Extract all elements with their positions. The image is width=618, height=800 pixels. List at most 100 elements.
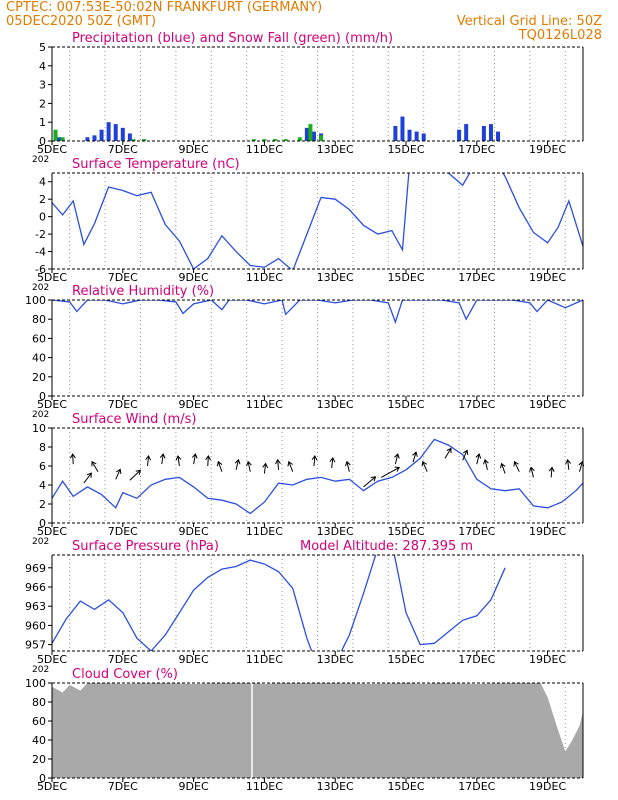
snow-bar [60, 137, 65, 141]
x-tick-label: 15DEC [387, 143, 424, 156]
series-line [52, 300, 583, 325]
panel-3: 0 2 4 6 8 10 5DEC 7DEC 9DEC 11DEC 13DEC 15DEC 17DEC 1… [32, 412, 585, 547]
x-tick-label: 9DEC [179, 653, 209, 666]
x-tick-label: 13DEC [317, 398, 354, 411]
y-tick-label: 6 [39, 460, 46, 473]
precip-bar [400, 116, 405, 141]
x-tick-label: 11DEC [246, 398, 283, 411]
y-tick-label: -2 [35, 228, 46, 241]
header-model-code: TQ0126L028 [518, 28, 602, 43]
x-tick-label: 7DEC [108, 653, 138, 666]
x-tick-label: 11DEC [246, 525, 283, 538]
x-tick-label: 5DEC [37, 398, 67, 411]
precip-bar [304, 127, 309, 141]
precip-bar [311, 131, 316, 141]
wind-arrow [329, 456, 336, 468]
y-tick-label: 5 [39, 41, 46, 54]
wind-arrow [287, 460, 294, 472]
x-year-stub: 202 [32, 410, 49, 420]
wind-arrow [83, 472, 92, 484]
x-tick-label: 9DEC [179, 398, 209, 411]
y-tick-label: 957 [25, 639, 46, 652]
wind-arrow [475, 453, 482, 465]
panel-5: 0 20 40 60 80 100 5DEC 7DEC 9DEC 11DEC 13DEC 15DEC 1… [25, 667, 584, 793]
panel-title: Surface Wind (m/s) [72, 412, 196, 427]
wind-arrow [394, 453, 400, 465]
wind-arrow [234, 458, 241, 470]
precip-bar [496, 131, 501, 141]
wind-arrow [115, 468, 122, 480]
wind-arrow [129, 469, 142, 481]
wind-arrow [191, 453, 198, 465]
panel-title: Precipitation (blue) and Snow Fall (gree… [72, 31, 393, 46]
x-tick-label: 19DEC [529, 653, 566, 666]
precip-bar [414, 131, 419, 141]
x-tick-label: 15DEC [387, 525, 424, 538]
x-tick-label: 15DEC [387, 780, 424, 793]
precip-bar [457, 129, 462, 141]
snow-bar [283, 139, 288, 141]
x-tick-label: 7DEC [108, 143, 138, 156]
y-tick-label: -4 [35, 246, 46, 259]
precip-bar [464, 124, 469, 141]
precip-bar [407, 129, 412, 141]
wind-arrow [205, 455, 212, 467]
header-grid-line: Vertical Grid Line: 50Z [456, 14, 602, 29]
x-tick-label: 11DEC [246, 143, 283, 156]
x-tick-label: 13DEC [317, 780, 354, 793]
series-line [52, 438, 583, 515]
y-tick-label: 0 [39, 517, 46, 530]
y-tick-label: 80 [32, 696, 46, 709]
x-tick-label: 17DEC [458, 525, 495, 538]
x-tick-label: 7DEC [108, 780, 138, 793]
y-tick-label: 60 [32, 715, 46, 728]
panel-2: 0 20 40 60 80 100 5DEC 7DEC 9DEC 11DEC 13DEC 15DEC 1… [25, 284, 584, 420]
y-tick-label: 4 [39, 176, 46, 189]
x-tick-label: 19DEC [529, 143, 566, 156]
y-tick-label: 100 [25, 677, 46, 690]
precip-bar [120, 127, 125, 141]
x-tick-label: 11DEC [246, 271, 283, 284]
y-tick-label: 4 [39, 60, 46, 73]
snow-bar [251, 139, 256, 141]
x-tick-label: 15DEC [387, 398, 424, 411]
x-tick-label: 17DEC [458, 653, 495, 666]
y-tick-label: 4 [39, 479, 46, 492]
y-tick-label: -6 [35, 263, 46, 276]
header-location: CPTEC: 007:53E-50:02N FRANKFURT (GERMANY… [6, 0, 323, 15]
x-tick-label: 13DEC [317, 143, 354, 156]
y-tick-label: 963 [25, 600, 46, 613]
wind-arrow [311, 455, 318, 467]
wind-arrow [275, 458, 281, 470]
x-tick-label: 9DEC [179, 271, 209, 284]
precip-bar [85, 137, 90, 141]
x-tick-label: 13DEC [317, 271, 354, 284]
x-year-stub: 202 [32, 537, 49, 547]
x-tick-label: 13DEC [317, 525, 354, 538]
x-tick-label: 15DEC [387, 271, 424, 284]
wind-arrow [529, 466, 535, 478]
wind-arrow [69, 453, 76, 465]
wind-arrow [483, 458, 489, 470]
x-tick-label: 7DEC [108, 271, 138, 284]
y-tick-label: 20 [32, 371, 46, 384]
wind-arrow [91, 460, 99, 472]
wind-arrow [513, 460, 520, 472]
model-altitude: Model Altitude: 287.395 m [300, 539, 473, 554]
y-tick-label: 100 [25, 294, 46, 307]
x-year-stub: 202 [32, 283, 49, 293]
wind-arrow [363, 476, 377, 488]
precip-bar [106, 122, 111, 141]
x-tick-label: 17DEC [458, 143, 495, 156]
y-tick-label: 60 [32, 332, 46, 345]
wind-arrow [159, 453, 166, 465]
y-tick-label: 2 [39, 193, 46, 206]
snow-bar [319, 135, 324, 141]
x-tick-label: 5DEC [37, 525, 67, 538]
panel-0: 0 1 2 3 4 5 5DEC 7DEC 9DEC 11DEC 13DEC 15DEC 17DEC 19… [32, 31, 584, 165]
y-tick-label: 0 [39, 135, 46, 148]
snow-bar [273, 139, 278, 141]
panel-title: Surface Temperature (nC) [72, 157, 240, 172]
precip-bar [421, 133, 426, 141]
